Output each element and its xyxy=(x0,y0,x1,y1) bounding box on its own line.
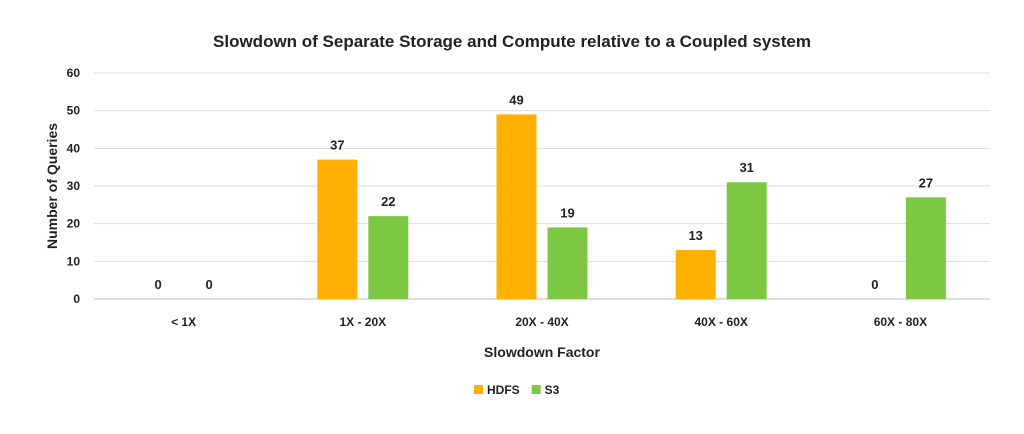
bar-hdfs xyxy=(317,159,358,299)
data-label: 0 xyxy=(154,277,161,292)
data-label: 31 xyxy=(739,160,753,175)
legend-swatch xyxy=(531,385,541,394)
y-tick-label: 60 xyxy=(67,66,81,80)
y-tick-label: 30 xyxy=(67,179,81,193)
data-label: 0 xyxy=(871,277,878,292)
legend-swatch xyxy=(474,385,483,394)
chart-title: Slowdown of Separate Storage and Compute… xyxy=(213,32,811,51)
legend-label: S3 xyxy=(545,383,560,397)
data-label: 13 xyxy=(688,228,702,243)
y-tick-label: 0 xyxy=(73,292,80,306)
data-label: 27 xyxy=(919,175,933,190)
bar-hdfs xyxy=(675,250,716,299)
x-tick-label: 40X - 60X xyxy=(695,315,748,329)
y-tick-label: 20 xyxy=(67,217,81,231)
data-label: 0 xyxy=(205,277,212,292)
x-tick-label: 20X - 40X xyxy=(515,315,568,329)
bar-s3 xyxy=(905,197,946,299)
data-label: 37 xyxy=(330,138,344,153)
bar-s3 xyxy=(368,216,409,299)
x-tick-label: 60X - 80X xyxy=(874,315,927,329)
y-tick-label: 50 xyxy=(67,104,81,118)
x-axis-label: Slowdown Factor xyxy=(484,344,600,360)
data-label: 49 xyxy=(509,92,523,107)
y-tick-label: 40 xyxy=(67,141,81,155)
y-axis-label: Number of Queries xyxy=(44,123,60,249)
bar-s3 xyxy=(547,227,588,299)
y-tick-label: 10 xyxy=(67,254,81,268)
x-tick-label: < 1X xyxy=(171,315,196,329)
data-label: 22 xyxy=(381,194,395,209)
legend-label: HDFS xyxy=(487,383,520,397)
bar-s3 xyxy=(726,182,767,299)
x-tick-label: 1X - 20X xyxy=(339,315,386,329)
data-label: 19 xyxy=(560,205,574,220)
bar-hdfs xyxy=(496,114,537,299)
